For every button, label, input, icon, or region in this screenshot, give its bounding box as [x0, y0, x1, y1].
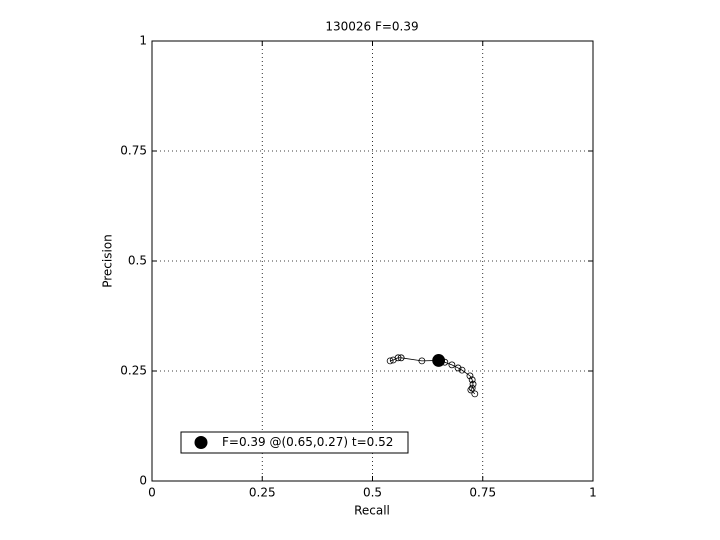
y-tick-label: 0.5 [128, 254, 147, 268]
data-point [466, 372, 474, 380]
legend-label: F=0.39 @(0.65,0.27) t=0.52 [222, 435, 393, 449]
data-point [397, 354, 405, 362]
data-point [471, 390, 479, 398]
data-point [432, 354, 446, 367]
data-point [454, 364, 462, 372]
data-point [386, 357, 394, 365]
x-tick-label: 0.25 [249, 486, 276, 500]
data-point [418, 357, 426, 365]
y-tick-label: 1 [139, 34, 147, 48]
legend-marker [194, 436, 208, 449]
x-axis-label: Recall [354, 504, 390, 518]
data-point [468, 376, 476, 384]
legend-box [180, 431, 409, 454]
x-tick-label: 0.5 [363, 486, 382, 500]
series-line [390, 357, 476, 395]
data-point [467, 386, 475, 394]
y-axis-label: Precision [101, 234, 115, 288]
data-point [469, 380, 477, 388]
y-tick-label: 0 [139, 474, 147, 488]
data-point [458, 366, 466, 374]
data-point [448, 361, 456, 369]
data-point [394, 354, 402, 362]
y-tick-label: 0.75 [120, 144, 147, 158]
x-tick-label: 0.75 [469, 486, 496, 500]
plot-frame [151, 40, 594, 482]
y-tick-label: 0.25 [120, 364, 147, 378]
chart-title: 130026 F=0.39 [325, 20, 418, 34]
x-tick-label: 1 [589, 486, 597, 500]
x-tick-label: 0 [148, 486, 156, 500]
data-point [468, 384, 476, 392]
